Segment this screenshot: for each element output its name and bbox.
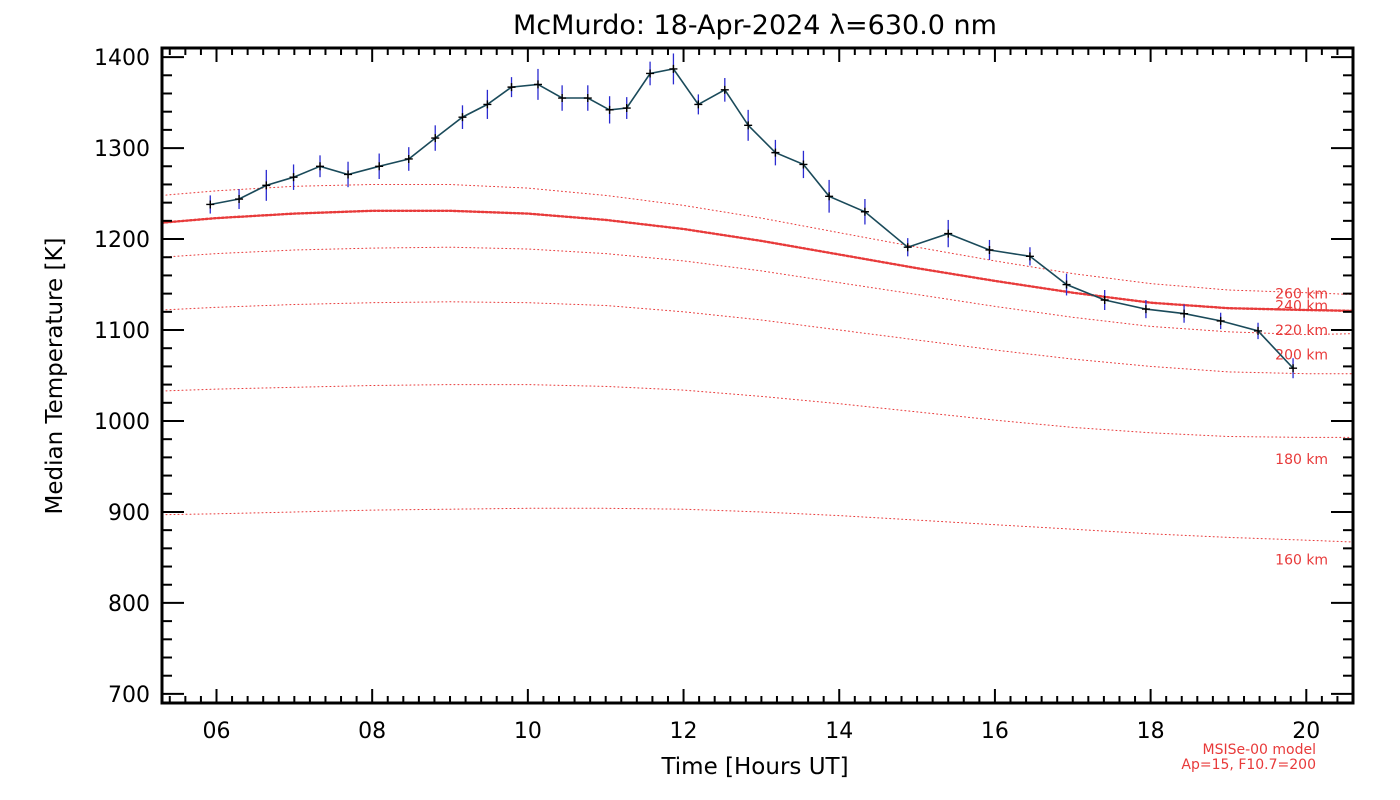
x-tick-label: 18 <box>1137 719 1165 744</box>
model-curve <box>161 384 1354 438</box>
y-tick-label: 1200 <box>94 228 150 253</box>
y-tick-label: 1300 <box>94 137 150 162</box>
data-point <box>558 94 567 103</box>
data-point <box>903 243 912 252</box>
axis-ticks <box>162 48 1354 703</box>
data-point <box>1100 295 1109 304</box>
model-curve-label: 240 km <box>1275 298 1328 314</box>
x-tick-label: 16 <box>981 719 1009 744</box>
x-axis-title: Time [Hours UT] <box>660 754 848 780</box>
model-curve-label: 180 km <box>1275 452 1328 468</box>
data-point <box>1025 252 1034 261</box>
data-point <box>1289 364 1298 373</box>
data-point <box>646 69 655 78</box>
data-point <box>262 181 271 190</box>
model-curve-label: 160 km <box>1275 552 1328 568</box>
data-point <box>860 207 869 216</box>
series-line <box>210 68 1294 369</box>
data-point <box>622 104 631 113</box>
data-point <box>771 148 780 157</box>
y-tick-label: 900 <box>108 501 150 526</box>
data-series <box>206 53 1298 379</box>
data-point <box>507 83 516 92</box>
data-point <box>605 105 614 114</box>
data-point <box>1216 316 1225 325</box>
data-point <box>206 200 215 209</box>
chart-title: McMurdo: 18-Apr-2024 λ=630.0 nm <box>513 10 997 41</box>
data-point <box>289 173 298 182</box>
model-annotation-line2: Ap=15, F10.7=200 <box>1181 757 1316 773</box>
data-point <box>483 100 492 109</box>
data-point <box>431 134 440 143</box>
data-point <box>533 80 542 89</box>
model-curve <box>161 184 1354 295</box>
model-curve <box>161 246 1354 336</box>
y-tick-label: 800 <box>108 592 150 617</box>
data-point <box>985 245 994 254</box>
data-point <box>458 113 467 122</box>
y-tick-label: 1100 <box>94 319 150 344</box>
y-tick-label: 700 <box>108 683 150 708</box>
data-point <box>799 160 808 169</box>
data-point <box>316 162 325 171</box>
data-point <box>694 100 703 109</box>
model-curve-label: 220 km <box>1275 323 1328 339</box>
data-point <box>1141 305 1150 314</box>
data-point <box>1180 309 1189 318</box>
y-tick-label: 1400 <box>94 46 150 71</box>
axis-labels: 06 08 10 12 14 16 18 20 700 800 900 1000 1100 1200 130… <box>94 46 1320 744</box>
model-curve-label: 200 km <box>1275 348 1328 364</box>
data-point <box>235 195 244 204</box>
data-point <box>944 229 953 238</box>
x-tick-label: 20 <box>1292 719 1320 744</box>
x-tick-label: 12 <box>670 719 698 744</box>
model-curve-label: 260 km <box>1275 287 1328 303</box>
x-tick-label: 06 <box>202 719 230 744</box>
data-point <box>1062 280 1071 289</box>
data-point <box>669 64 678 73</box>
x-tick-label: 14 <box>825 719 853 744</box>
data-point <box>720 85 729 94</box>
model-annotation-line1: MSISe-00 model <box>1202 742 1316 758</box>
y-axis-title: Median Temperature [K] <box>42 238 68 515</box>
x-tick-label: 08 <box>358 719 386 744</box>
data-point <box>1254 326 1263 335</box>
data-point <box>404 154 413 163</box>
data-point <box>344 170 353 179</box>
data-point <box>375 162 384 171</box>
data-point <box>744 121 753 130</box>
model-curve <box>161 301 1354 375</box>
y-tick-label: 1000 <box>94 410 150 435</box>
plot-frame <box>160 46 1355 705</box>
data-point <box>583 94 592 103</box>
model-curve <box>160 209 1355 313</box>
data-point <box>825 192 834 201</box>
model-curve <box>161 507 1354 543</box>
x-tick-label: 10 <box>514 719 542 744</box>
